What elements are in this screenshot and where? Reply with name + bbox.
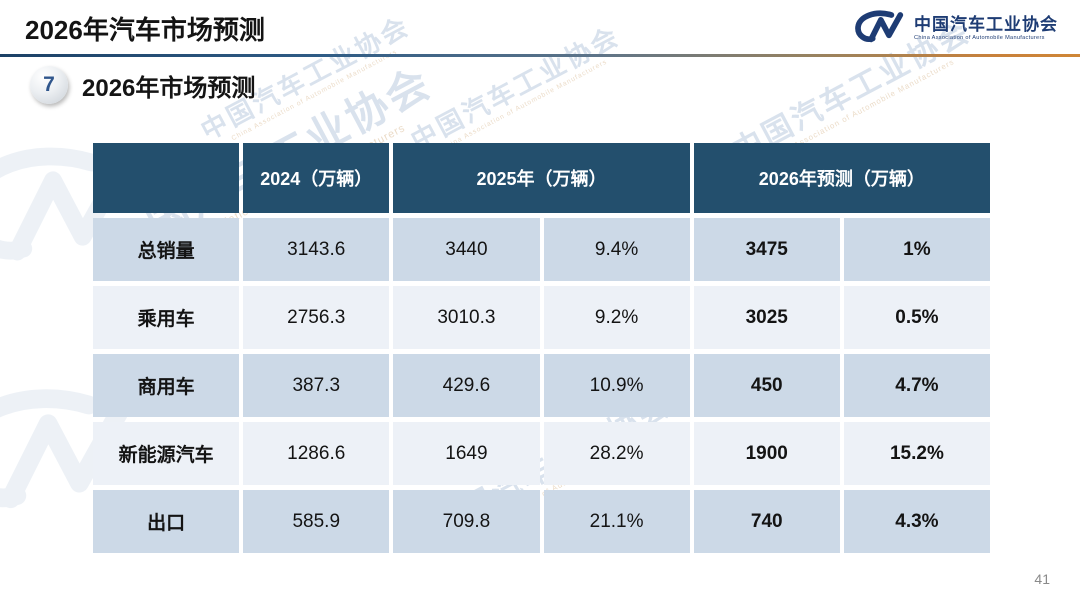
caam-logo-icon	[855, 10, 904, 43]
header-cell-2024: 2024（万辆）	[243, 143, 390, 213]
section-title: 2026年市场预测	[82, 74, 256, 102]
page-title: 2026年汽车市场预测	[25, 15, 265, 45]
header-cell-2026: 2026年预测（万辆）	[693, 143, 990, 213]
cell-2026-value: 740	[693, 490, 840, 553]
org-name-cn: 中国汽车工业协会	[914, 15, 1058, 35]
cell-2025-value: 1649	[393, 422, 540, 485]
cell-2025-growth: 21.1%	[543, 490, 690, 553]
header-cell-blank	[93, 143, 240, 213]
cell-2025-growth: 9.2%	[543, 286, 690, 349]
row-label-cell: 出口	[93, 490, 240, 553]
cell-2026-value: 3025	[693, 286, 840, 349]
cell-2025-value: 3440	[393, 218, 540, 281]
header-cell-2025: 2025年（万辆）	[393, 143, 690, 213]
cell-2026-growth: 4.3%	[843, 490, 990, 553]
cell-2025-growth: 9.4%	[543, 218, 690, 281]
cell-2024-value: 3143.6	[243, 218, 390, 281]
row-label-cell: 乘用车	[93, 286, 240, 349]
page-number: 41	[1034, 571, 1050, 587]
row-label-cell: 商用车	[93, 354, 240, 417]
cell-2025-value: 709.8	[393, 490, 540, 553]
cell-2024-value: 585.9	[243, 490, 390, 553]
cell-2026-value: 450	[693, 354, 840, 417]
cell-2026-value: 1900	[693, 422, 840, 485]
section-number-badge: 7	[30, 66, 68, 104]
cell-2025-value: 3010.3	[393, 286, 540, 349]
cell-2024-value: 387.3	[243, 354, 390, 417]
caam-logo: 中国汽车工业协会 China Association of Automobile…	[854, 10, 1058, 46]
org-name-en: China Association of Automobile Manufact…	[914, 34, 1045, 41]
header-divider	[0, 54, 1080, 57]
cell-2026-growth: 1%	[843, 218, 990, 281]
cell-2026-growth: 15.2%	[843, 422, 990, 485]
cell-2024-value: 1286.6	[243, 422, 390, 485]
forecast-table: 2024（万辆） 2025年（万辆） 2026年预测（万辆） 总销量 3143.6 344…	[93, 143, 990, 553]
cell-2025-value: 429.6	[393, 354, 540, 417]
cell-2025-growth: 28.2%	[543, 422, 690, 485]
caam-logo-text: 中国汽车工业协会 China Association of Automobile…	[914, 15, 1058, 41]
row-label-cell: 总销量	[93, 218, 240, 281]
cell-2026-value: 3475	[693, 218, 840, 281]
cell-2024-value: 2756.3	[243, 286, 390, 349]
row-label-cell: 新能源汽车	[93, 422, 240, 485]
cell-2026-growth: 0.5%	[843, 286, 990, 349]
cell-2026-growth: 4.7%	[843, 354, 990, 417]
section-heading: 7 2026年市场预测	[30, 66, 255, 104]
cell-2025-growth: 10.9%	[543, 354, 690, 417]
watermark-text: 中国汽车工业协会 China Association of Automobile…	[405, 20, 625, 156]
